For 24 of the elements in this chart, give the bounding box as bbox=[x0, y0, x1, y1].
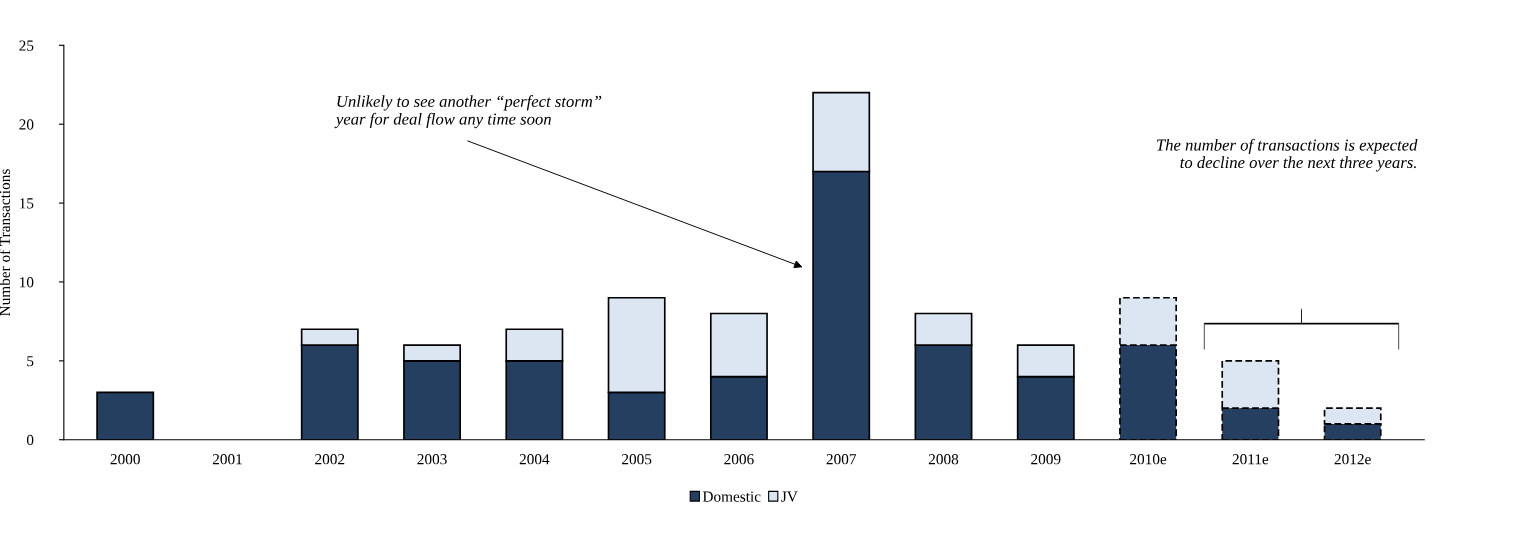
y-tick-label: 5 bbox=[27, 356, 34, 367]
x-tick-label: 2011e bbox=[1232, 454, 1269, 465]
y-tick-label: 25 bbox=[19, 40, 34, 51]
y-tick-label: 10 bbox=[20, 277, 34, 288]
x-tick-label: 2001 bbox=[212, 454, 242, 465]
y-axis-title: Number of Transactions bbox=[0, 169, 11, 316]
x-tick-label: 2012e bbox=[1334, 454, 1371, 465]
x-tick-label: 2010e bbox=[1130, 454, 1167, 465]
y-tick-label: 0 bbox=[26, 434, 34, 446]
x-tick-label: 2008 bbox=[928, 454, 959, 465]
y-tick-label: 15 bbox=[20, 198, 34, 209]
x-tick-label: 2006 bbox=[724, 454, 754, 465]
x-tick-label: 2005 bbox=[622, 454, 652, 465]
x-tick-label: 2003 bbox=[417, 454, 447, 465]
legend-label: Domestic bbox=[702, 491, 761, 502]
legend-label: JV bbox=[781, 491, 798, 502]
x-tick-label: 2000 bbox=[110, 454, 140, 465]
x-tick-label: 2009 bbox=[1031, 454, 1061, 465]
annotation: The number of transactions is expected to decline over the next three years. bbox=[1156, 138, 1418, 172]
x-tick-label: 2004 bbox=[519, 454, 550, 465]
annotation: Unlikely to see another “perfect storm” year for deal flow any time soon bbox=[334, 95, 602, 129]
x-tick-label: 2007 bbox=[826, 454, 857, 465]
y-tick-label: 20 bbox=[19, 119, 34, 130]
x-tick-label: 2002 bbox=[315, 454, 345, 465]
